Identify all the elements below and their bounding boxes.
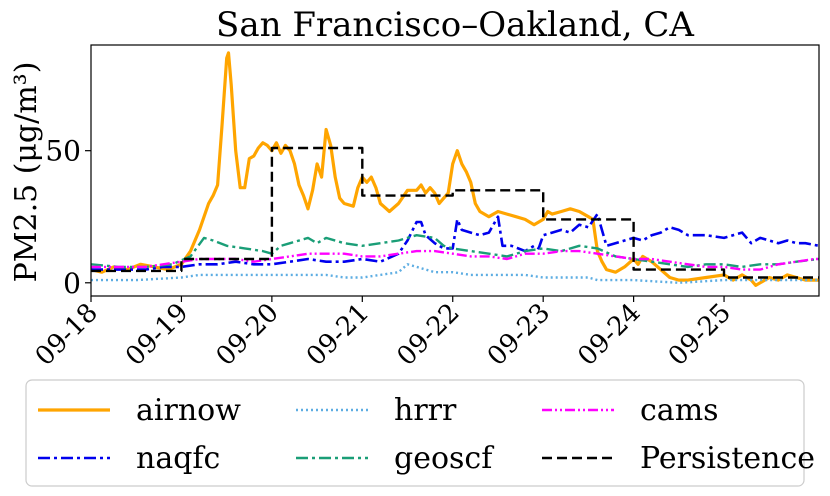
x-tick-label: 09-21 — [301, 298, 375, 372]
series-layer — [91, 51, 819, 287]
series-line-geoscf — [91, 233, 819, 269]
chart-title: San Francisco–Oakland, CA — [216, 5, 694, 45]
series-line-persistence — [91, 146, 819, 279]
x-tick-label: 09-19 — [120, 298, 194, 372]
legend-label-geoscf: geoscf — [394, 441, 494, 476]
x-tick-label: 09-25 — [663, 298, 737, 372]
x-tick-label: 09-22 — [391, 298, 465, 372]
legend-label-persistence: Persistence — [640, 441, 815, 476]
y-tick-label: 0 — [63, 267, 81, 300]
series-line-cams — [91, 249, 819, 271]
plot-area: 09-18 09-19 09-20 09-21 09-22 09-23 09-24 09-25… — [30, 44, 820, 372]
plot-frame — [90, 44, 820, 297]
legend-label-airnow: airnow — [136, 393, 241, 428]
x-tick-label: 09-18 — [30, 298, 104, 372]
x-tick-label: 09-24 — [572, 298, 646, 372]
legend-label-naqfc: naqfc — [136, 441, 220, 476]
series-line-hrrr — [91, 263, 819, 284]
legend-label-cams: cams — [640, 393, 719, 428]
series-line-airnow — [91, 51, 819, 287]
ticks-layer: 09-18 09-19 09-20 09-21 09-22 09-23 09-24 09-25… — [30, 135, 737, 372]
legend-label-hrrr: hrrr — [394, 393, 457, 428]
series-line-naqfc — [91, 212, 819, 271]
x-tick-label: 09-23 — [482, 298, 556, 372]
legend-items: airnow naqfc hrrr geoscf cams Persistence — [38, 393, 815, 476]
y-tick-label: 50 — [45, 135, 81, 168]
legend-frame — [25, 379, 805, 487]
legend: airnow naqfc hrrr geoscf cams Persistence — [25, 379, 815, 487]
y-axis-label: PM2.5 (μg/m³) — [9, 62, 44, 283]
x-tick-label: 09-20 — [211, 298, 285, 372]
